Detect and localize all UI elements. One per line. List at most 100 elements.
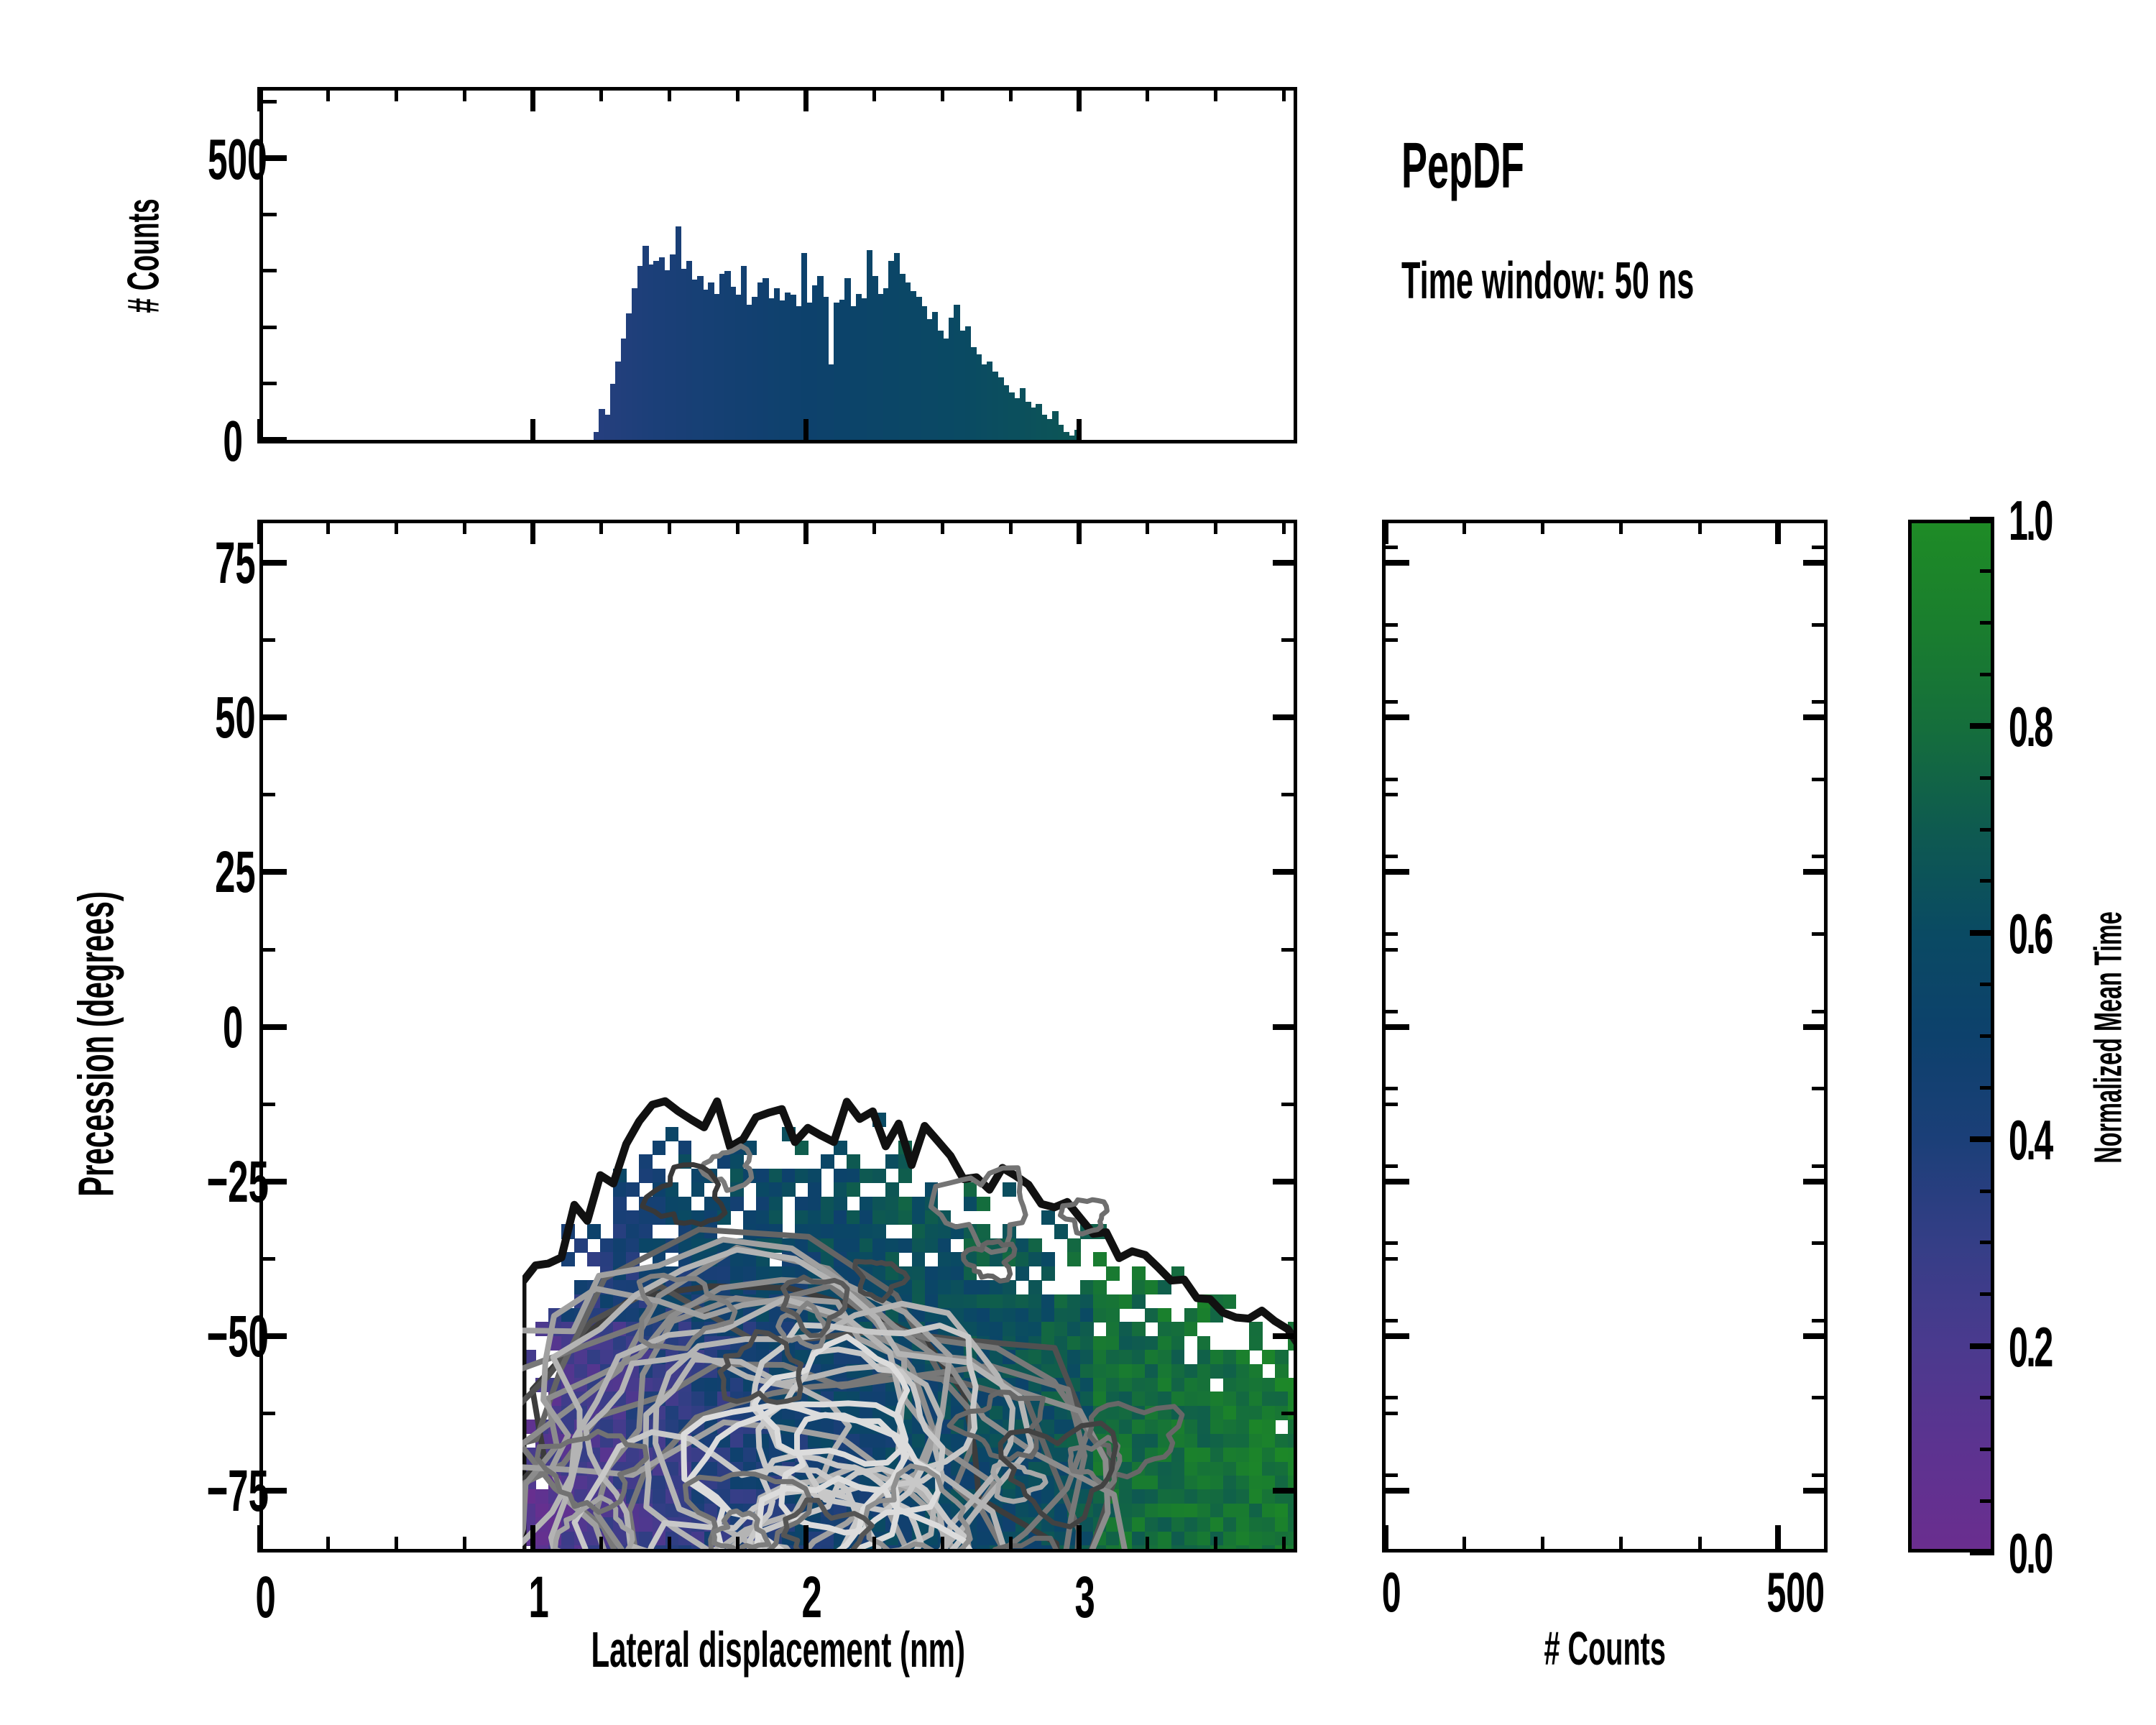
heatmap-cell (976, 1433, 990, 1448)
heatmap-cell (652, 1461, 666, 1476)
heatmap-cell (834, 1280, 847, 1295)
heatmap-cell (821, 1392, 834, 1407)
heatmap-cell (1261, 1378, 1276, 1393)
heatmap-cell (1028, 1350, 1042, 1365)
heatmap-cell (665, 1448, 679, 1463)
heatmap-cell (691, 1517, 705, 1532)
heatmap-cell (1067, 1378, 1081, 1393)
heatmap-cell (678, 1140, 692, 1156)
heatmap-cell (1235, 1392, 1250, 1407)
heatmap-cell (639, 1224, 653, 1239)
heatmap-cell (1119, 1335, 1133, 1351)
heatmap-cell (742, 1378, 757, 1393)
heatmap-cell (860, 1420, 874, 1435)
heatmap-cell (1197, 1448, 1211, 1463)
heatmap-cell (1171, 1433, 1185, 1448)
heatmap-cell (574, 1378, 588, 1393)
heatmap-cell (626, 1378, 640, 1393)
heatmap-cell (1145, 1363, 1159, 1379)
heatmap-cell (1171, 1350, 1185, 1365)
heatmap-cell (1067, 1503, 1081, 1518)
histogram-bar (850, 306, 857, 440)
heatmap-cell (834, 1363, 847, 1379)
heatmap-cell (768, 1238, 783, 1253)
heatmap-cell (847, 1405, 860, 1420)
heatmap-cell (847, 1461, 860, 1476)
heatmap-cell (924, 1238, 939, 1253)
tick-mark (1008, 87, 1013, 101)
heatmap-cell (639, 1280, 653, 1295)
heatmap-cell (1210, 1294, 1224, 1309)
heatmap-cell (639, 1420, 653, 1435)
heatmap-cell (1210, 1307, 1224, 1323)
heatmap-cell (911, 1420, 926, 1435)
tick-mark (735, 1537, 740, 1552)
heatmap-cell (808, 1335, 821, 1351)
heatmap-cell (1171, 1489, 1185, 1504)
heatmap-cell (626, 1517, 640, 1532)
heatmap-cell (717, 1196, 731, 1211)
histogram-bar (1041, 415, 1048, 440)
heatmap-cell (665, 1182, 679, 1197)
heatmap-cell (574, 1363, 588, 1379)
heatmap-cell (1015, 1363, 1029, 1379)
heatmap-cell (1015, 1475, 1029, 1491)
heatmap-cell (1222, 1378, 1237, 1393)
heatmap-cell (1002, 1224, 1016, 1239)
tick-mark (667, 87, 671, 101)
heatmap-cell (782, 1307, 796, 1323)
heatmap-cell (548, 1307, 562, 1323)
heatmap-cell (613, 1266, 627, 1281)
heatmap-cell (1054, 1224, 1068, 1239)
heatmap-cell (1028, 1433, 1042, 1448)
heatmap-cell (1287, 1378, 1294, 1393)
tick-mark (1812, 700, 1828, 704)
heatmap-cell (911, 1503, 926, 1518)
histogram-bar (948, 317, 955, 440)
heatmap-cell (1158, 1307, 1172, 1323)
heatmap-cell (561, 1405, 575, 1420)
tick-label: −25 (206, 1149, 269, 1215)
colorbar-label: Normalized Mean Time (2086, 911, 2130, 1164)
heatmap-cell (795, 1280, 808, 1295)
histogram-bar (959, 330, 966, 440)
heatmap-cell (1028, 1392, 1042, 1407)
heatmap-cell (665, 1475, 679, 1491)
heatmap-cell (665, 1461, 679, 1476)
heatmap-cell (561, 1307, 575, 1323)
heatmap-cell (1041, 1420, 1055, 1435)
histogram-bar (719, 274, 725, 440)
heatmap-cell (937, 1392, 952, 1407)
heatmap-cell (639, 1266, 653, 1281)
heatmap-cell (989, 1238, 1003, 1253)
heatmap-cell (652, 1335, 666, 1351)
heatmap-cell (535, 1448, 549, 1463)
heatmap-cell (522, 1461, 536, 1476)
histogram-bar (659, 257, 665, 440)
heatmap-cell (678, 1405, 692, 1420)
heatmap-cell (613, 1461, 627, 1476)
heatmap-cell (1261, 1392, 1276, 1407)
heatmap-cell (821, 1433, 834, 1448)
heatmap-cell (795, 1475, 808, 1491)
heatmap-cell (950, 1475, 964, 1491)
tick-mark (1382, 1473, 1398, 1477)
heatmap-cell (795, 1503, 808, 1518)
heatmap-cell (808, 1433, 821, 1448)
heatmap-cell (626, 1322, 640, 1337)
heatmap-cell (1287, 1503, 1294, 1518)
heatmap-cell (704, 1405, 718, 1420)
heatmap-cell (1106, 1266, 1120, 1281)
heatmap-cell (834, 1238, 847, 1253)
heatmap-cell (1235, 1363, 1250, 1379)
heatmap-cell (1287, 1392, 1294, 1407)
heatmap-cell (742, 1531, 757, 1546)
histogram-bar (937, 330, 944, 440)
heatmap-cell (704, 1503, 718, 1518)
heatmap-cell (522, 1420, 536, 1435)
histogram-bar (637, 265, 643, 440)
heatmap-cell (1210, 1433, 1224, 1448)
heatmap-cell (911, 1475, 926, 1491)
histogram-bar (642, 246, 649, 440)
heatmap-cell (885, 1210, 900, 1225)
